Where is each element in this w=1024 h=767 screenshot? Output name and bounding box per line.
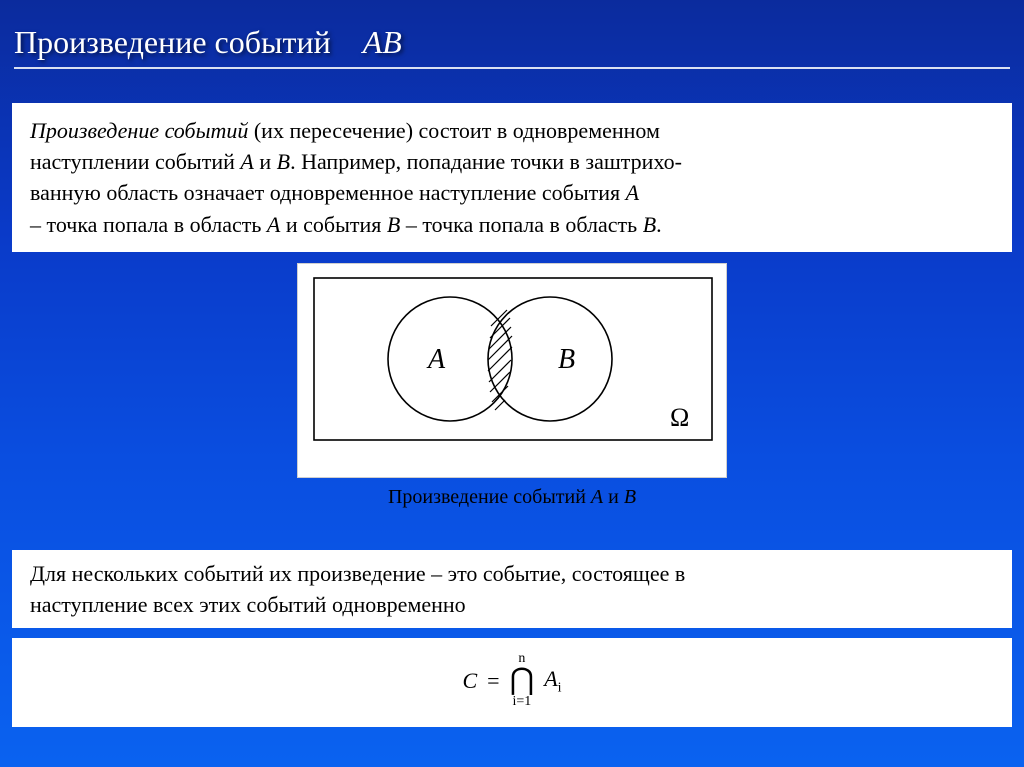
bigcap-bottom: i=1 bbox=[512, 695, 531, 709]
sym-A-1: A bbox=[240, 149, 253, 174]
venn-caption: Произведение событий A и B bbox=[388, 486, 636, 509]
cap-B: B bbox=[624, 486, 636, 508]
slide-title: Произведение событий AB bbox=[14, 24, 1010, 69]
def-and-1: и bbox=[254, 149, 277, 174]
def-l4a: – точка попала в область bbox=[30, 212, 267, 237]
bigcap-symbol: ⋂ bbox=[510, 668, 535, 692]
multi-events-panel: Для нескольких событий их произведение –… bbox=[12, 550, 1012, 628]
venn-diagram: A B Ω bbox=[297, 263, 727, 478]
formula-Ai: Ai bbox=[544, 663, 561, 698]
title-text: Произведение событий bbox=[14, 24, 331, 60]
slide: Произведение событий AB Произведение соб… bbox=[0, 0, 1024, 767]
cap-pre: Произведение событий bbox=[388, 486, 591, 508]
sym-A-2: A bbox=[626, 180, 639, 205]
intersection-formula: C = n ⋂ i=1 Ai bbox=[462, 652, 561, 709]
cap-A: A bbox=[591, 486, 603, 508]
venn-block: ABΩ Произведение событий A и B bbox=[0, 263, 1024, 509]
formula-C: C bbox=[462, 665, 477, 696]
formula-panel: C = n ⋂ i=1 Ai bbox=[12, 638, 1012, 727]
lead-phrase: Произведение событий bbox=[30, 118, 248, 143]
def-l1: (их пересечение) состоит в одновременном bbox=[248, 118, 660, 143]
sym-B-1: B bbox=[277, 149, 290, 174]
def-l3: ванную область означает одновременное на… bbox=[30, 180, 626, 205]
svg-text:Ω: Ω bbox=[670, 403, 689, 432]
def-l4b: и события bbox=[280, 212, 387, 237]
svg-text:B: B bbox=[558, 344, 575, 375]
bigcap-icon: n ⋂ i=1 bbox=[510, 652, 535, 709]
sym-B-3: B bbox=[643, 212, 656, 237]
sym-B-2: B bbox=[387, 212, 400, 237]
def-period: . bbox=[656, 212, 662, 237]
title-formula: AB bbox=[363, 24, 402, 60]
multi-l1: Для нескольких событий их произведение –… bbox=[30, 561, 685, 586]
def-l2a: наступлении событий bbox=[30, 149, 240, 174]
multi-l2: наступление всех этих событий одновремен… bbox=[30, 592, 466, 617]
definition-panel: Произведение событий (их пересечение) со… bbox=[12, 103, 1012, 252]
formula-A: A bbox=[544, 666, 557, 691]
venn-svg: A B Ω bbox=[310, 274, 716, 444]
def-l2b: . Например, попадание точки в заштрихо- bbox=[290, 149, 682, 174]
formula-sub: i bbox=[558, 680, 562, 695]
sym-A-3: A bbox=[267, 212, 280, 237]
svg-text:A: A bbox=[426, 344, 446, 375]
def-l4c: – точка попала в область bbox=[400, 212, 642, 237]
formula-eq: = bbox=[487, 665, 499, 696]
cap-and: и bbox=[603, 486, 624, 508]
